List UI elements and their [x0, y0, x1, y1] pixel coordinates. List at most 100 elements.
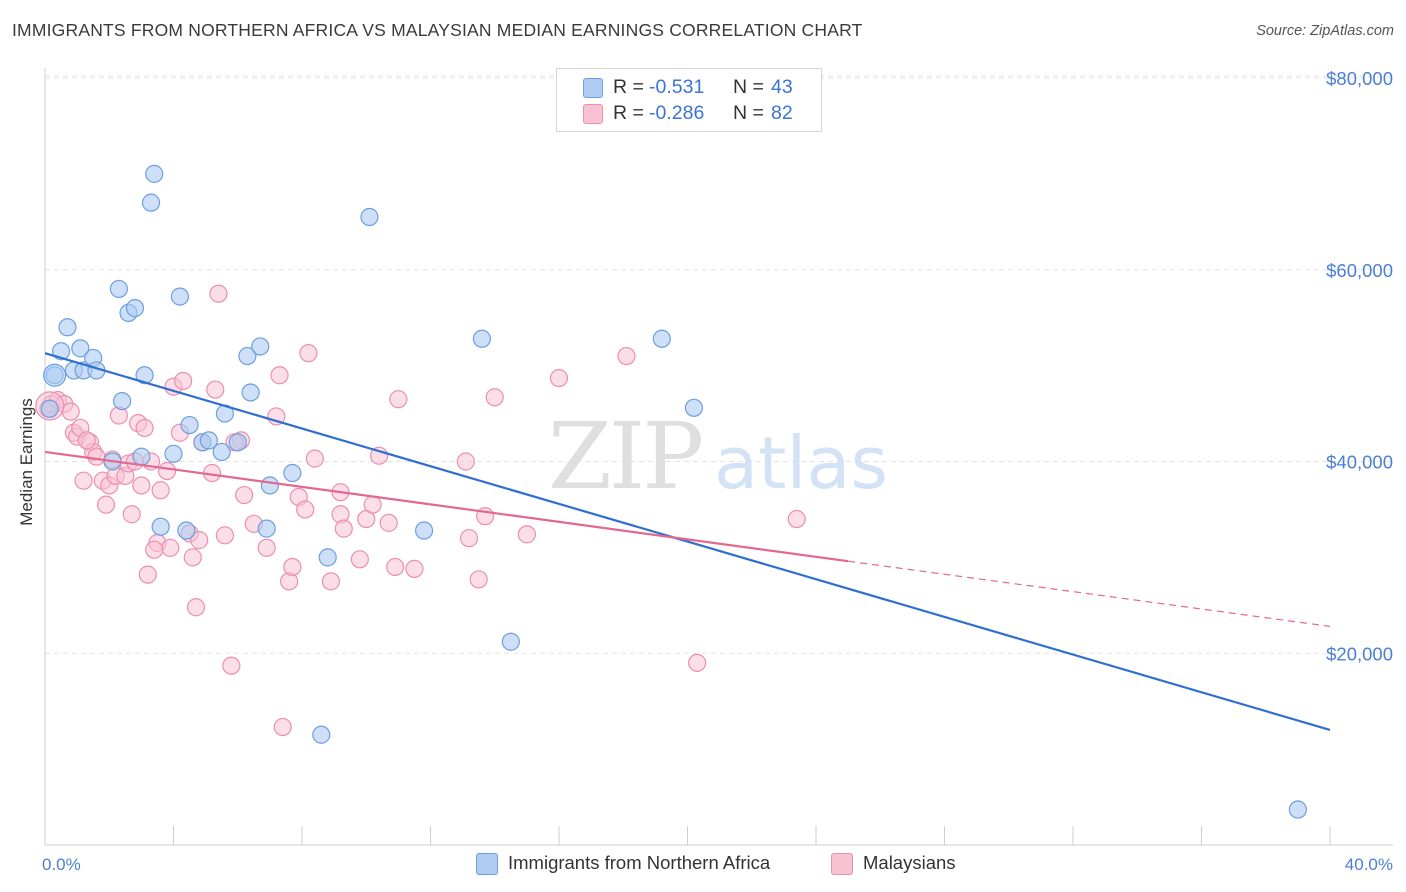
immigrants-point	[1288, 800, 1307, 819]
legend-swatch-pink	[583, 104, 603, 124]
immigrants-point	[135, 366, 154, 385]
malaysians-point	[61, 402, 80, 421]
immigrants-point	[652, 329, 671, 348]
legend-r-value: -0.286	[649, 102, 705, 124]
malaysians-point	[151, 481, 170, 500]
malaysians-point	[517, 525, 536, 544]
legend-label-immigrants: Immigrants from Northern Africa	[508, 852, 771, 873]
malaysians-point	[363, 495, 382, 514]
immigrants-point	[125, 299, 145, 318]
immigrants-point	[257, 519, 276, 538]
legend-r-label: R =	[613, 76, 644, 98]
immigrants-points	[40, 164, 1307, 819]
malaysians-point	[157, 461, 177, 481]
malaysians-point	[215, 526, 234, 545]
axes	[44, 68, 1393, 846]
malaysians-point	[389, 390, 408, 409]
malaysians-point	[459, 529, 479, 548]
malaysians-point	[206, 380, 225, 399]
immigrants-point	[58, 318, 77, 337]
immigrants-point	[318, 548, 337, 567]
malaysians-point	[190, 531, 209, 550]
immigrants-point	[684, 398, 704, 417]
malaysians-point	[405, 559, 424, 578]
immigrants-point	[151, 517, 170, 536]
immigrants-point	[312, 725, 331, 744]
y-axis-label: Median Earnings	[17, 398, 36, 526]
immigrants-point	[112, 391, 132, 411]
malaysians-point	[270, 366, 289, 385]
x-tick-label: 40.0%	[1345, 855, 1393, 874]
immigrants-point	[501, 632, 520, 651]
immigrants-point	[283, 463, 302, 483]
watermark-zip: ZIP	[548, 403, 701, 510]
malaysians-point	[296, 500, 315, 519]
immigrants-point	[414, 521, 434, 540]
immigrants-point	[251, 337, 270, 356]
malaysians-point	[321, 572, 341, 591]
malaysians-point	[299, 344, 318, 363]
malaysians-point	[135, 418, 154, 438]
legend-n-value: 82	[771, 102, 793, 124]
trend-lines	[44, 352, 1331, 732]
malaysians-point	[350, 550, 369, 569]
immigrants-point	[228, 433, 247, 452]
correlation-legend: R = -0.531 N = 43 R = -0.286 N = 82	[556, 68, 822, 132]
immigrants-point	[109, 279, 128, 299]
immigrants-point	[43, 363, 67, 387]
malaysians-points	[35, 284, 806, 737]
immigrants-point	[132, 447, 151, 466]
watermark: ZIP atlas	[548, 403, 888, 510]
malaysians-point	[305, 449, 324, 468]
tick-labels: $20,000 $40,000 $60,000 $80,000 0.0% 40.0%	[42, 68, 1393, 874]
malaysians-point	[688, 653, 707, 672]
legend-r-label: R =	[613, 102, 644, 124]
legend-swatch-blue	[583, 78, 603, 98]
immigrants-point	[360, 207, 379, 227]
malaysians-point	[235, 485, 254, 505]
y-tick-label: $60,000	[1326, 260, 1393, 281]
immigrants-point	[164, 444, 183, 463]
malaysians-point	[787, 509, 806, 529]
malaysians-point	[186, 598, 206, 617]
x-tick-label: 0.0%	[42, 855, 81, 874]
malaysians-point	[386, 557, 405, 577]
malaysians-point	[283, 557, 302, 577]
malaysians-point	[138, 565, 157, 584]
immigrants-point	[180, 415, 199, 435]
immigrants-point	[199, 431, 218, 450]
watermark-atlas: atlas	[714, 421, 888, 505]
malaysians-trendline	[44, 450, 849, 563]
malaysians-point	[222, 656, 241, 675]
malaysians-point	[77, 431, 96, 450]
legend-swatch-blue	[476, 853, 498, 875]
malaysians-point	[456, 452, 475, 471]
legend-n-value: 43	[771, 76, 793, 98]
malaysians-point	[183, 548, 202, 567]
immigrants-point	[177, 521, 196, 540]
malaysians-point	[379, 513, 398, 532]
legend-r-value: -0.531	[649, 76, 705, 98]
legend-n-label: N =	[733, 76, 764, 98]
malaysians-point	[485, 388, 504, 407]
malaysians-point	[273, 717, 292, 737]
y-tick-label: $80,000	[1326, 68, 1393, 89]
legend-label-malaysians: Malaysians	[863, 852, 956, 873]
malaysians-point	[469, 570, 488, 589]
malaysians-trendline	[848, 560, 1331, 627]
malaysians-point	[145, 540, 164, 559]
malaysians-point	[87, 447, 106, 466]
y-tick-label: $40,000	[1326, 452, 1393, 473]
malaysians-point	[549, 368, 569, 388]
immigrants-trendline	[44, 352, 1331, 732]
immigrants-point	[145, 164, 164, 183]
immigrants-point	[472, 329, 491, 348]
malaysians-point	[96, 495, 116, 514]
immigrants-point	[170, 287, 190, 306]
malaysians-point	[132, 476, 151, 495]
y-tick-label: $20,000	[1326, 643, 1393, 664]
immigrants-point	[141, 193, 161, 212]
malaysians-point	[257, 538, 276, 557]
malaysians-point	[617, 346, 636, 366]
